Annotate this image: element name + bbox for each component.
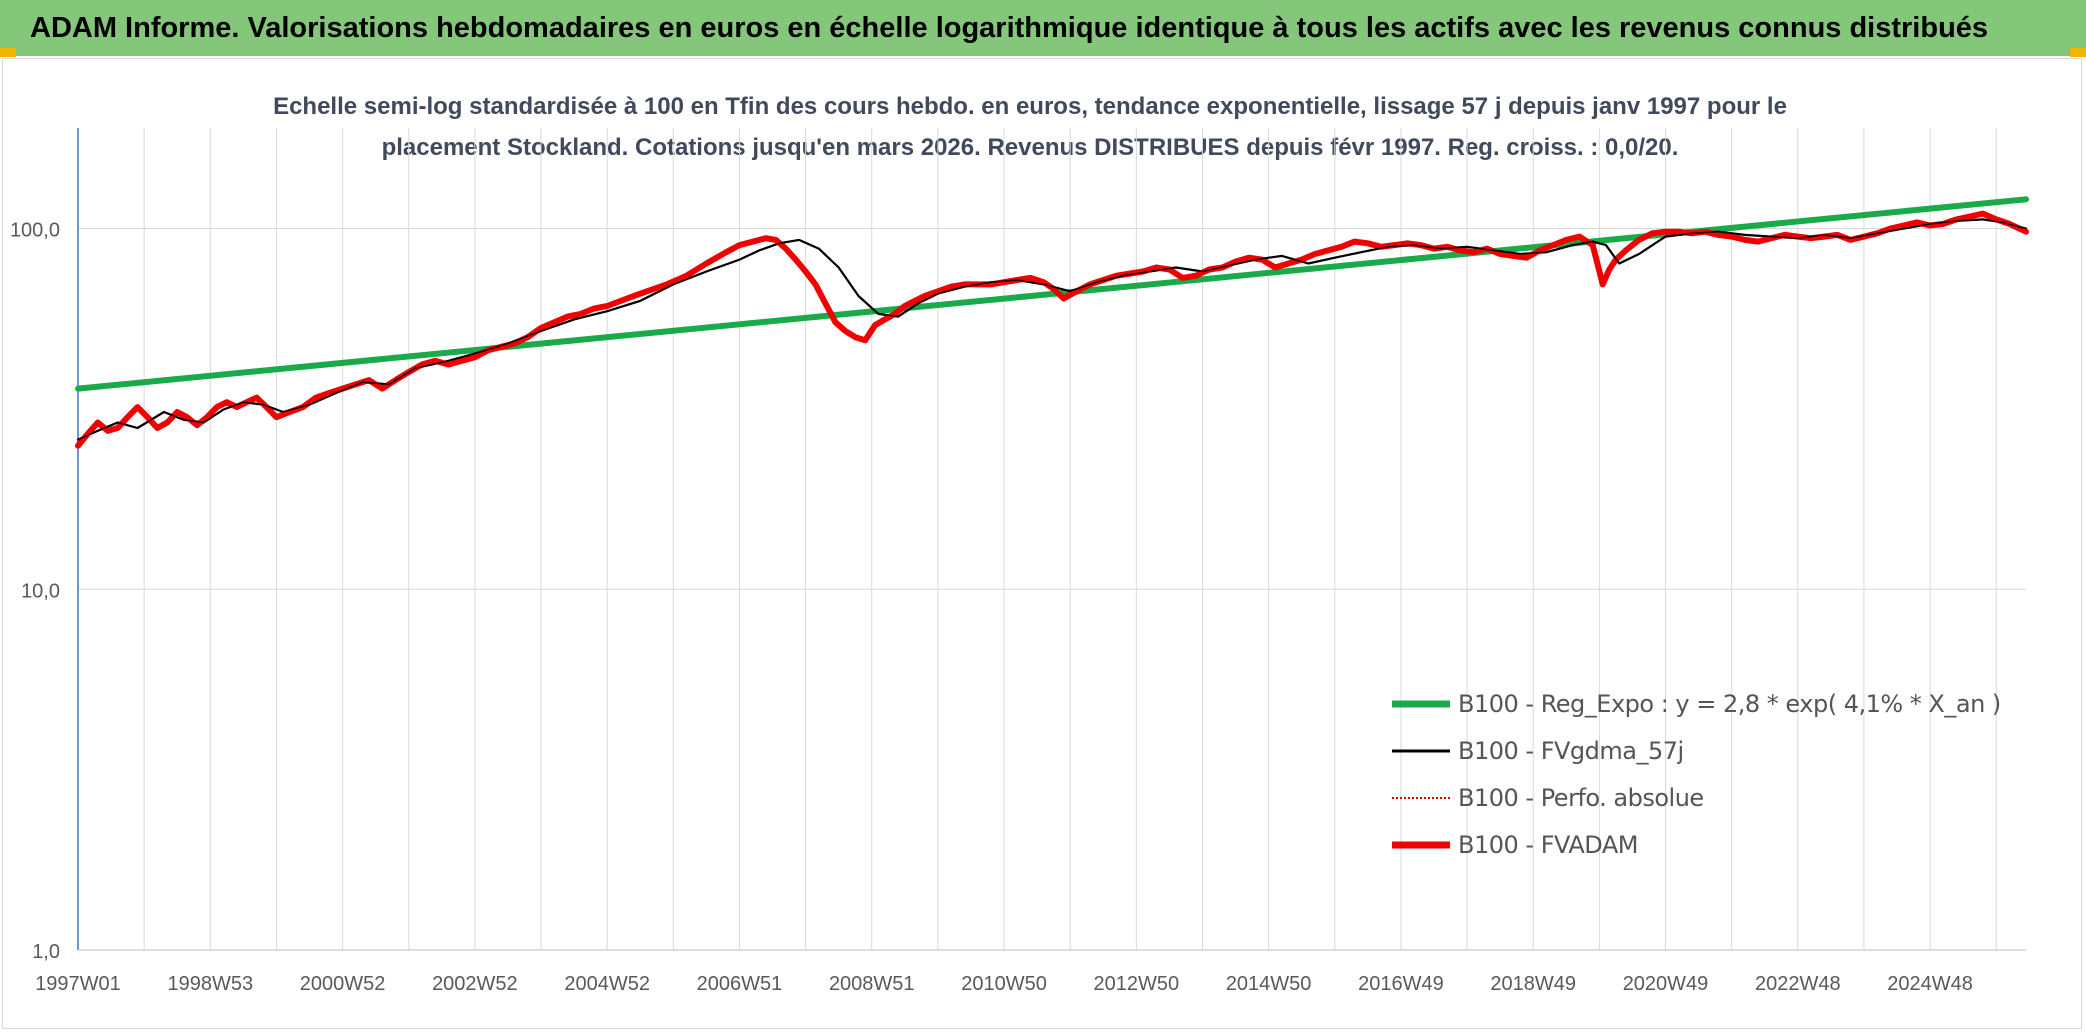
series-regression-line: [75, 196, 2029, 392]
legend-item-fvadam: B100 - FVADAM: [1390, 821, 2050, 868]
x-tick-label: 2010W50: [961, 973, 1047, 995]
x-tick-label: 2016W49: [1358, 973, 1444, 995]
x-tick-label: 2012W50: [1094, 973, 1180, 995]
y-tick-label: 10,0: [21, 580, 60, 602]
legend-swatch-regression: [1392, 700, 1450, 707]
x-tick-label: 2008W51: [829, 973, 915, 995]
chart-subtitle-line-1: Echelle semi-log standardisée à 100 en T…: [273, 93, 1787, 120]
gridlines: [78, 128, 2026, 951]
x-tick-label: 2022W48: [1755, 973, 1841, 995]
x-tick-label: 2024W48: [1887, 973, 1973, 995]
series-fvadam-line: [75, 210, 2029, 449]
report-title: ADAM Informe. Valorisations hebdomadaire…: [30, 11, 1989, 44]
legend-swatch-fvgdma: [1392, 749, 1450, 752]
x-tick-label: 2002W52: [432, 973, 518, 995]
legend-label-perfo: B100 - Perfo. absolue: [1458, 783, 1704, 812]
legend-label-fvgdma: B100 - FVgdma_57j: [1458, 736, 1684, 765]
y-tick-label: 1,0: [32, 941, 60, 963]
chart-subtitle: Echelle semi-log standardisée à 100 en T…: [200, 86, 1860, 168]
chart-subtitle-line-2: placement Stockland. Cotations jusqu'en …: [381, 134, 1679, 161]
series-fvgdma-line: [76, 218, 2028, 441]
corner-accent-left: [0, 48, 16, 57]
legend-item-regression: B100 - Reg_Expo : y = 2,8 * exp( 4,1% * …: [1390, 680, 2050, 727]
x-tick-label: 2018W49: [1490, 973, 1576, 995]
x-tick-label: 2006W51: [697, 973, 783, 995]
report-banner: ADAM Informe. Valorisations hebdomadaire…: [0, 0, 2086, 56]
chart-frame: [2, 58, 2082, 1029]
legend-label-fvadam: B100 - FVADAM: [1458, 830, 1638, 859]
x-tick-label: 2004W52: [564, 973, 650, 995]
legend-item-fvgdma: B100 - FVgdma_57j: [1390, 727, 2050, 774]
series-fvgdma-overlay: [77, 218, 2027, 441]
y-tick-label: 100,0: [10, 220, 60, 242]
x-tick-label: 2000W52: [300, 973, 386, 995]
axes: 1,0 10,0 100,0 1997W01 1998W53 2000W52 2002W52…: [10, 128, 2026, 995]
x-tick-label: 1998W53: [167, 973, 253, 995]
corner-accent-right: [2070, 48, 2086, 57]
x-tick-label: 1997W01: [35, 973, 121, 995]
legend-swatch-fvadam: [1392, 841, 1450, 848]
x-tick-label: 2020W49: [1623, 973, 1709, 995]
series-lines: [75, 196, 2029, 449]
legend-swatch-perfo: [1392, 796, 1450, 799]
legend-label-regression: B100 - Reg_Expo : y = 2,8 * exp( 4,1% * …: [1458, 689, 2001, 718]
x-tick-label: 2014W50: [1226, 973, 1312, 995]
chart-legend: B100 - Reg_Expo : y = 2,8 * exp( 4,1% * …: [1390, 680, 2050, 868]
legend-item-perfo: B100 - Perfo. absolue: [1390, 774, 2050, 821]
